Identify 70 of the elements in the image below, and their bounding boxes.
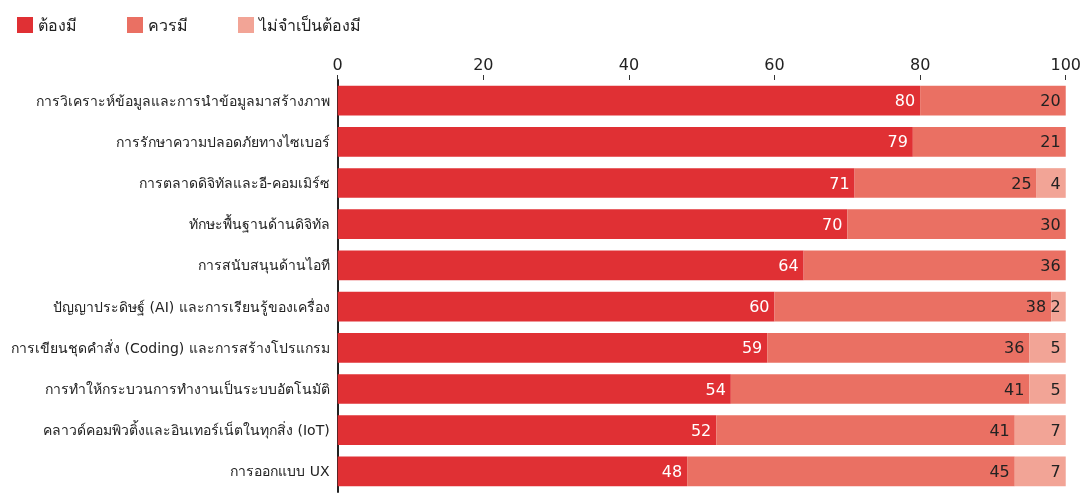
y-tick-label: การตลาดดิจิทัลและอี-คอมเมิร์ซ <box>138 175 330 191</box>
data-label: 25 <box>1011 173 1032 193</box>
data-label: 30 <box>1040 214 1061 234</box>
bar <box>1029 374 1066 404</box>
data-label: 2 <box>1050 297 1061 317</box>
x-tick-label: 60 <box>764 54 785 74</box>
bar <box>337 456 688 487</box>
data-label: 45 <box>989 461 1010 481</box>
data-label: 5 <box>1050 379 1061 399</box>
data-label: 36 <box>1040 255 1061 275</box>
data-label: 7 <box>1050 461 1061 481</box>
bar <box>716 415 1015 446</box>
y-tick-label: การรักษาความปลอดภัยทางไซเบอร์ <box>115 133 330 150</box>
bar <box>774 291 1052 322</box>
y-tick-label: การเขียนชุดคำสั่ง (Coding) และการสร้างโปรแกรม <box>11 338 330 357</box>
bar <box>912 126 1066 157</box>
data-label: 41 <box>1003 379 1025 399</box>
data-label: 4 <box>1050 173 1061 193</box>
x-tick-label: 100 <box>1050 54 1081 74</box>
data-label: 36 <box>1003 338 1025 358</box>
data-label: 80 <box>894 91 916 111</box>
bar <box>337 415 717 446</box>
x-tick-label: 80 <box>909 54 931 74</box>
y-tick-label: ปัญญาประดิษฐ์ (AI) และการเรียนรู้ของเครื่อง <box>53 297 330 316</box>
y-tick-label: ทักษะพื้นฐานด้านดิจิทัล <box>188 214 330 234</box>
data-label: 59 <box>741 338 763 358</box>
data-label: 41 <box>989 420 1010 440</box>
bar <box>337 374 731 404</box>
x-tick-label: 40 <box>618 54 640 74</box>
y-tick-label: การออกแบบ UX <box>230 463 331 480</box>
data-label: 60 <box>749 297 770 317</box>
bar <box>1036 168 1066 198</box>
bar <box>920 85 1066 116</box>
bar <box>1029 332 1066 363</box>
data-label: 21 <box>1040 132 1061 152</box>
bar <box>337 291 775 322</box>
data-label: 20 <box>1040 91 1061 111</box>
x-tick-label: 0 <box>332 54 343 74</box>
bar <box>687 456 1015 487</box>
bar <box>337 332 768 363</box>
bar <box>337 250 804 281</box>
y-tick-label: การทำให้กระบวนการทำงานเป็นระบบอัตโนมัติ <box>44 380 330 397</box>
x-tick-label: 20 <box>473 54 494 74</box>
bar <box>767 332 1030 363</box>
data-label: 5 <box>1050 338 1061 358</box>
bar <box>337 209 848 240</box>
bar <box>337 168 855 198</box>
y-tick-label: คลาวด์คอมพิวติ้งและอินเทอร์เน็ตในทุกสิ่ง (IoT) <box>43 420 330 440</box>
bar <box>1014 415 1066 446</box>
legend-label: ควรมี <box>148 15 188 35</box>
data-label: 52 <box>690 420 712 440</box>
bar <box>854 168 1037 198</box>
legend-label: ต้องมี <box>38 15 77 35</box>
data-label: 38 <box>1025 297 1047 317</box>
data-label: 79 <box>887 132 908 152</box>
y-tick-label: การวิเคราะห์ข้อมูลและการนำข้อมูลมาสร้างภาพ <box>35 92 330 110</box>
data-label: 7 <box>1050 420 1061 440</box>
bar <box>847 209 1066 240</box>
data-label: 54 <box>705 379 726 399</box>
bar <box>337 85 921 116</box>
data-label: 48 <box>661 461 683 481</box>
bar <box>337 126 913 157</box>
data-label: 71 <box>829 173 850 193</box>
data-label: 64 <box>778 255 799 275</box>
bar <box>1014 456 1066 487</box>
bar <box>730 374 1030 404</box>
y-tick-label: การสนับสนุนด้านไอที <box>197 257 330 275</box>
bar <box>803 250 1066 281</box>
data-label: 70 <box>821 214 843 234</box>
legend-label: ไม่จำเป็นต้องมี <box>257 14 361 35</box>
